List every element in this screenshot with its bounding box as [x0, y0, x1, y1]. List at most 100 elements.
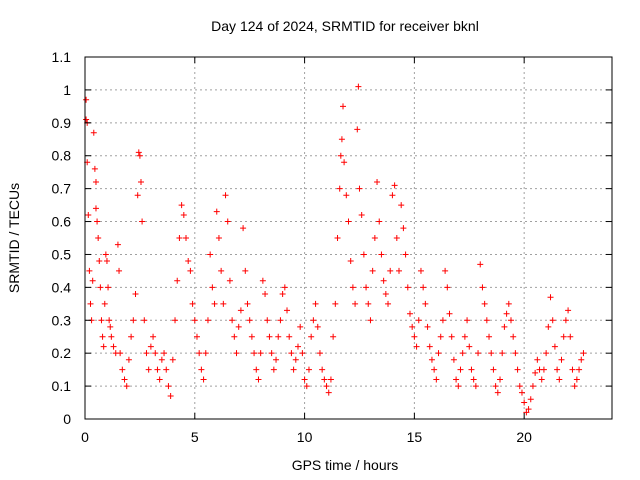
data-point: [277, 317, 284, 324]
data-point: [369, 267, 376, 274]
data-point: [360, 251, 367, 258]
data-point: [490, 366, 497, 373]
data-point: [545, 323, 552, 330]
data-point: [187, 267, 194, 274]
data-point: [198, 366, 205, 373]
data-point: [488, 350, 495, 357]
data-point: [191, 317, 198, 324]
data-point: [253, 366, 260, 373]
data-point: [312, 300, 319, 307]
data-point: [97, 284, 104, 291]
data-point: [213, 208, 220, 215]
data-point: [323, 383, 330, 390]
data-point: [123, 383, 130, 390]
data-point: [139, 218, 146, 225]
data-point: [135, 149, 142, 156]
data-point: [98, 317, 105, 324]
data-point: [211, 300, 218, 307]
grid-layer: [85, 57, 612, 419]
data-point: [448, 333, 455, 340]
data-point: [266, 333, 273, 340]
x-tick-label: 15: [407, 429, 423, 445]
data-point: [202, 350, 209, 357]
data-point: [224, 218, 231, 225]
data-point: [464, 317, 471, 324]
data-point: [308, 333, 315, 340]
data-point: [435, 350, 442, 357]
data-point: [251, 350, 258, 357]
data-point: [444, 284, 451, 291]
data-point: [409, 323, 416, 330]
data-point: [343, 192, 350, 199]
data-point: [87, 300, 94, 307]
data-point: [332, 300, 339, 307]
data-point: [136, 152, 143, 159]
data-point: [371, 235, 378, 241]
data-point: [547, 294, 554, 301]
x-tick-label: 10: [297, 429, 313, 445]
data-point: [204, 317, 211, 324]
data-point: [402, 251, 409, 258]
y-tick-label: 0.9: [52, 115, 72, 131]
data-point: [158, 356, 165, 363]
data-point: [330, 333, 337, 340]
data-point: [92, 179, 99, 186]
data-point: [466, 343, 473, 350]
data-point: [336, 185, 343, 192]
data-point: [567, 333, 574, 340]
data-point: [340, 103, 347, 110]
data-point: [174, 277, 181, 284]
data-point: [431, 366, 438, 373]
data-point: [299, 350, 306, 357]
data-point: [437, 333, 444, 340]
y-tick-label: 1.1: [52, 49, 72, 65]
data-point: [534, 356, 541, 363]
data-point: [470, 376, 477, 383]
data-point: [297, 323, 304, 330]
data-point: [558, 356, 565, 363]
data-point: [95, 235, 102, 241]
data-point: [472, 383, 479, 390]
data-point: [349, 284, 356, 291]
data-point: [314, 323, 321, 330]
data-point: [389, 192, 396, 199]
data-point: [481, 300, 488, 307]
data-point: [207, 251, 214, 258]
data-point: [91, 165, 98, 172]
y-tick-label: 0.8: [52, 148, 72, 164]
data-point: [420, 284, 427, 291]
data-point: [580, 350, 587, 357]
data-point: [172, 317, 179, 324]
data-point: [178, 202, 185, 209]
data-point: [393, 235, 400, 241]
data-point: [367, 317, 374, 324]
data-point: [571, 383, 578, 390]
data-point: [303, 383, 310, 390]
data-point: [180, 211, 187, 218]
data-point: [116, 267, 123, 274]
data-point: [499, 350, 506, 357]
data-point: [562, 317, 569, 324]
y-axis-label: SRMTID / TECUs: [6, 183, 22, 293]
data-point: [446, 310, 453, 317]
y-tick-label: 0.4: [52, 279, 72, 295]
data-point: [316, 350, 323, 357]
data-point: [492, 383, 499, 390]
y-tick-label: 0.7: [52, 181, 72, 197]
data-point: [354, 126, 361, 133]
x-axis-label: GPS time / hours: [292, 457, 399, 473]
data-point: [108, 333, 115, 340]
data-point: [380, 277, 387, 284]
data-point: [413, 343, 420, 350]
data-point: [183, 235, 190, 241]
data-point: [355, 83, 362, 90]
data-point: [523, 409, 530, 416]
data-point: [543, 350, 550, 357]
data-point: [424, 323, 431, 330]
data-point: [96, 258, 103, 265]
data-point: [501, 323, 508, 330]
data-point: [505, 300, 512, 307]
data-point: [455, 383, 462, 390]
data-point: [94, 218, 101, 225]
data-point: [92, 205, 99, 212]
